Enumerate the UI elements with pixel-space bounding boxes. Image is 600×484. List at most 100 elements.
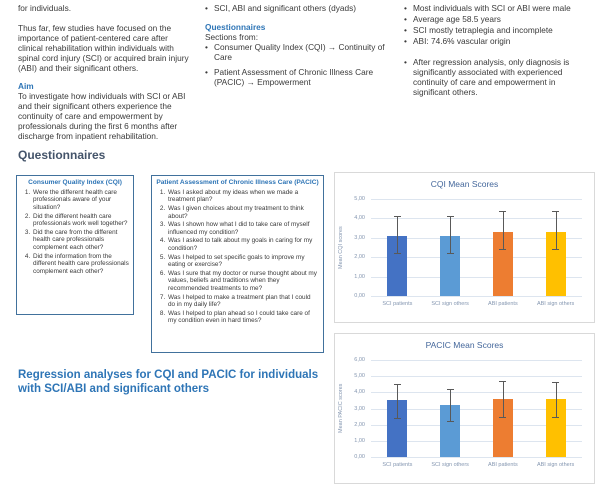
error-bar — [397, 384, 399, 419]
poster-page: { "poster": { "left_column": { "fragment… — [0, 0, 600, 400]
x-category-label: ABI sign others — [536, 301, 575, 307]
error-cap-top — [552, 381, 560, 383]
error-cap-bottom — [499, 416, 507, 418]
questionnaires-mini-heading: Questionnaires — [205, 22, 266, 32]
error-bar — [502, 210, 504, 250]
bullet-text: Most individuals with SCI or ABI were ma… — [413, 3, 571, 13]
gridline — [371, 237, 582, 239]
error-bar — [450, 389, 452, 422]
error-bar — [555, 210, 557, 250]
question-item: Was I helped to set specific goals to im… — [167, 254, 319, 269]
list-item: Average age 58.5 years — [404, 14, 590, 24]
cqi-question-list: Were the different health care professio… — [21, 189, 129, 276]
list-item: After regression analysis, only diagnosi… — [404, 57, 590, 97]
gridline — [371, 392, 582, 394]
chart-title: CQI Mean Scores — [430, 179, 499, 189]
y-tick-label: 0,00 — [354, 293, 365, 299]
intro-fragment: for individuals. — [18, 3, 72, 13]
y-tick-label: 6,00 — [354, 357, 365, 363]
y-axis-label: Mean PACIC scores — [338, 383, 344, 434]
aim-paragraph: To investigate how individuals with SCI … — [18, 91, 186, 141]
bullet-text: SCI, ABI and significant others (dyads) — [214, 3, 357, 13]
question-item: Did the care from the different health c… — [32, 229, 129, 252]
gridline — [371, 276, 582, 278]
y-tick-label: 2,00 — [354, 254, 365, 261]
y-tick-label: 4,00 — [354, 389, 365, 396]
x-category-label: ABI patients — [488, 301, 518, 307]
error-bar — [450, 216, 452, 254]
left-column: for individuals. Thus far, few studies h… — [18, 3, 192, 141]
bullet-text: Average age 58.5 years — [413, 14, 501, 24]
gridline — [371, 376, 582, 378]
question-item: Was I given choices about my treatment t… — [167, 205, 319, 220]
x-category-label: SCI sign others — [431, 462, 469, 468]
sections-from-label: Sections from: — [205, 32, 259, 42]
x-category-label: SCI patients — [382, 301, 413, 307]
question-item: Were the different health care professio… — [32, 189, 129, 212]
regression-section-heading: Regression analyses for CQI and PACIC fo… — [18, 369, 319, 395]
error-bar — [555, 381, 557, 417]
conclusion-bullet-list: After regression analysis, only diagnosi… — [404, 57, 590, 97]
x-category-label: ABI patients — [488, 462, 518, 468]
questionnaire-bullet-list: Consumer Quality Index (CQI) → Continuit… — [205, 42, 399, 87]
question-item: Was I helped to make a treatment plan th… — [167, 294, 319, 309]
error-cap-bottom — [393, 418, 401, 420]
error-cap-top — [499, 210, 507, 212]
question-item: Did the information from the different h… — [32, 253, 129, 276]
bullet-text: ABI: 74.6% vascular origin — [413, 36, 511, 46]
bullet-text: After regression analysis, only diagnosi… — [413, 57, 570, 97]
list-item: SCI mostly tetraplegia and incomplete — [404, 25, 590, 35]
y-tick-label: 5,00 — [354, 373, 365, 380]
pacic-question-list: Was I asked about my ideas when we made … — [156, 189, 319, 325]
chart-title: PACIC Mean Scores — [425, 340, 504, 350]
bar — [440, 235, 461, 296]
bullet-text: SCI mostly tetraplegia and incomplete — [413, 25, 553, 35]
list-item: Consumer Quality Index (CQI) → Continuit… — [205, 42, 399, 62]
x-category-label: ABI sign others — [536, 462, 575, 468]
cqi-question-box: Consumer Quality Index (CQI) Were the di… — [16, 175, 134, 315]
question-item: Was I helped to plan ahead so I could ta… — [167, 310, 319, 325]
middle-column: SCI, ABI and significant others (dyads) … — [205, 3, 399, 92]
gridline — [371, 257, 582, 259]
y-tick-label: 3,00 — [354, 234, 365, 241]
error-bar — [502, 381, 504, 417]
pacic-mean-scores-chart: PACIC Mean Scores 0,00 1,00 2,00 3,00 4,00 5,0… — [334, 333, 595, 484]
error-cap-bottom — [393, 253, 401, 255]
error-cap-bottom — [552, 249, 560, 251]
error-cap-bottom — [446, 421, 454, 423]
bar — [387, 235, 408, 296]
bar — [492, 231, 513, 296]
right-column: Most individuals with SCI or ABI were ma… — [404, 3, 590, 98]
cqi-box-title: Consumer Quality Index (CQI) — [28, 179, 122, 186]
y-tick-label: 5,00 — [354, 196, 365, 202]
questionnaires-section-heading: Questionnaires — [18, 148, 106, 162]
x-category-label: SCI sign others — [431, 301, 469, 307]
error-cap-top — [393, 216, 401, 218]
aim-heading: Aim — [18, 81, 34, 91]
question-item: Was I sure that my doctor or nurse thoug… — [167, 270, 319, 293]
y-tick-label: 1,00 — [354, 273, 365, 280]
error-cap-top — [499, 381, 507, 383]
question-item: Was I asked about my ideas when we made … — [167, 189, 319, 204]
gridline — [371, 296, 582, 297]
error-cap-top — [446, 389, 454, 391]
list-item: Patient Assessment of Chronic Illness Ca… — [205, 67, 399, 87]
gridline — [371, 199, 582, 200]
background-paragraph: Thus far, few studies have focused on th… — [18, 23, 189, 73]
bar — [545, 231, 566, 296]
error-cap-bottom — [552, 416, 560, 418]
y-axis-label: Mean CQI scores — [338, 226, 344, 269]
gridline — [371, 360, 582, 361]
question-item: Did the different health care profession… — [32, 213, 129, 228]
list-item: ABI: 74.6% vascular origin — [404, 36, 590, 46]
question-item: Was I asked to talk about my goals in ca… — [167, 237, 319, 252]
list-item: Most individuals with SCI or ABI were ma… — [404, 3, 590, 13]
error-cap-top — [393, 384, 401, 386]
cqi-mean-scores-chart: CQI Mean Scores 0,00 1,00 2,00 3,00 4,00 5,00 M… — [334, 172, 595, 323]
results-bullet-list: Most individuals with SCI or ABI were ma… — [404, 3, 590, 46]
question-item: Was I shown how what I did to take care … — [167, 221, 319, 236]
list-item: SCI, ABI and significant others (dyads) — [205, 3, 399, 13]
pacic-box-title: Patient Assessment of Chronic Illness Ca… — [156, 179, 319, 186]
participants-bullet-list: SCI, ABI and significant others (dyads) — [205, 3, 399, 13]
error-cap-bottom — [499, 249, 507, 251]
